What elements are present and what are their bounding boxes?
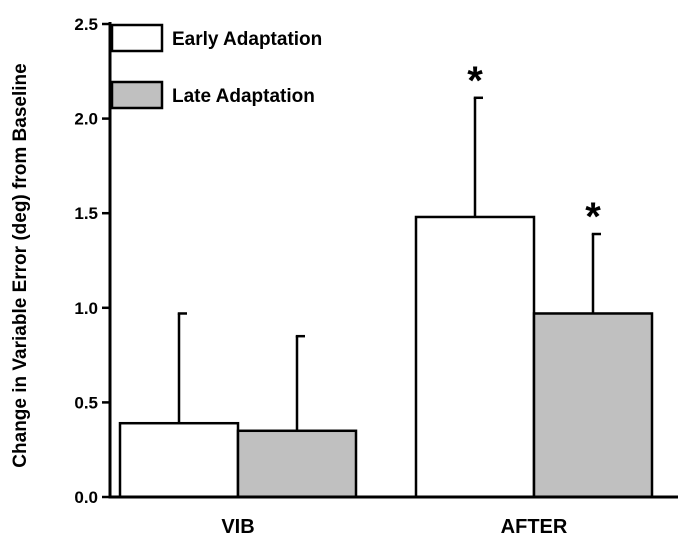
- legend-swatch-late-adaptation: [110, 80, 164, 110]
- bar-late-adaptation-vib: [236, 429, 358, 499]
- x-category-label-after: AFTER: [501, 516, 568, 538]
- y-tick-label: 1.5: [74, 204, 98, 223]
- axes-layer: [108, 22, 678, 499]
- x-category-label-vib: VIB: [221, 516, 254, 538]
- y-tick-label: 1.0: [74, 299, 98, 318]
- error-bars-layer: [177, 96, 601, 431]
- y-axis-title: Change in Variable Error (deg) from Base…: [10, 63, 31, 467]
- legend-swatch-early-adaptation: [110, 23, 164, 53]
- x-categories-layer: VIB AFTER: [221, 516, 568, 538]
- y-tick-label: 0.5: [74, 393, 98, 412]
- bar-early-adaptation-after: [414, 215, 536, 499]
- legend-label-late-adaptation: Late Adaptation: [172, 86, 315, 107]
- bar-late-adaptation-after: [532, 312, 654, 499]
- significance-marker-early-adaptation-after: *: [467, 59, 483, 103]
- y-tick-label: 2.5: [74, 15, 98, 34]
- legend-label-early-adaptation: Early Adaptation: [172, 29, 322, 50]
- legend: Early Adaptation Late Adaptation: [110, 23, 322, 110]
- y-ticks-layer: 0.0 0.5 1.0 1.5 2.0 2.5: [74, 15, 110, 507]
- bars-layer: [118, 215, 654, 499]
- significance-layer: **: [467, 59, 601, 239]
- y-tick-label: 2.0: [74, 110, 98, 129]
- significance-marker-late-adaptation-after: *: [585, 195, 601, 239]
- y-tick-label: 0.0: [74, 488, 98, 507]
- bar-early-adaptation-vib: [118, 421, 240, 499]
- y-axis-title-group: Change in Variable Error (deg) from Base…: [10, 63, 31, 467]
